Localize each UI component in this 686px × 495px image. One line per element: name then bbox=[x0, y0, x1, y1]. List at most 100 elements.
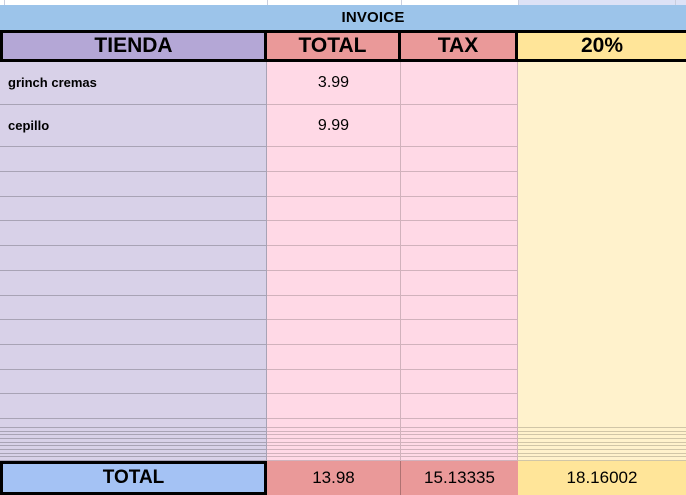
cell-tienda[interactable] bbox=[0, 344, 267, 370]
cell-20pct[interactable] bbox=[518, 104, 686, 148]
cell-20pct[interactable] bbox=[518, 394, 686, 419]
cell-tax[interactable] bbox=[401, 450, 518, 454]
cell-total[interactable]: 9.99 bbox=[267, 104, 401, 148]
column-header-tienda[interactable]: TIENDA bbox=[3, 33, 264, 59]
cell-tienda[interactable] bbox=[0, 246, 267, 271]
cell-total[interactable] bbox=[267, 246, 401, 271]
cell-20pct[interactable] bbox=[518, 431, 686, 436]
cell-20pct[interactable] bbox=[518, 369, 686, 395]
cell-20pct[interactable] bbox=[518, 246, 686, 271]
cell-tax[interactable] bbox=[401, 221, 518, 247]
cell-total[interactable] bbox=[267, 295, 401, 321]
cell-20pct[interactable] bbox=[518, 439, 686, 443]
cell-tax[interactable] bbox=[401, 104, 518, 148]
cell-tienda[interactable] bbox=[0, 450, 267, 454]
cell-tax[interactable] bbox=[401, 172, 518, 197]
cell-tienda[interactable] bbox=[0, 453, 267, 458]
cell-20pct[interactable] bbox=[518, 344, 686, 370]
cell-tax[interactable] bbox=[401, 453, 518, 458]
cell-total[interactable] bbox=[267, 221, 401, 247]
summary-label-cell[interactable]: TOTAL bbox=[0, 461, 267, 495]
cell-total[interactable] bbox=[267, 394, 401, 419]
column-header-total[interactable]: TOTAL bbox=[267, 33, 398, 59]
cell-tax[interactable] bbox=[401, 431, 518, 436]
cell-tienda[interactable] bbox=[0, 295, 267, 321]
cell-tax[interactable] bbox=[401, 369, 518, 395]
column-header-tax[interactable]: TAX bbox=[401, 33, 515, 59]
cell-total[interactable] bbox=[267, 431, 401, 436]
cell-20pct[interactable] bbox=[518, 320, 686, 345]
cell-total[interactable] bbox=[267, 147, 401, 173]
cell-total[interactable] bbox=[267, 457, 401, 462]
cell-20pct[interactable] bbox=[518, 62, 686, 105]
cell-total[interactable] bbox=[267, 419, 401, 428]
cell-tax[interactable] bbox=[401, 270, 518, 296]
cell-tax[interactable] bbox=[401, 394, 518, 419]
cell-tienda[interactable]: grinch cremas bbox=[0, 62, 267, 105]
cell-total[interactable] bbox=[267, 428, 401, 432]
cell-tax[interactable] bbox=[401, 344, 518, 370]
cell-20pct[interactable] bbox=[518, 295, 686, 321]
summary-tax-cell[interactable]: 15.13335 bbox=[401, 461, 518, 495]
cell-tienda[interactable] bbox=[0, 439, 267, 443]
cell-total[interactable] bbox=[267, 442, 401, 447]
cell-20pct[interactable] bbox=[518, 270, 686, 296]
cell-total[interactable] bbox=[267, 320, 401, 345]
cell-total[interactable] bbox=[267, 450, 401, 454]
cell-20pct[interactable] bbox=[518, 435, 686, 440]
cell-tienda[interactable] bbox=[0, 221, 267, 247]
cell-tienda[interactable] bbox=[0, 457, 267, 462]
cell-20pct[interactable] bbox=[518, 446, 686, 451]
cell-tax[interactable] bbox=[401, 246, 518, 271]
cell-20pct[interactable] bbox=[518, 147, 686, 173]
cell-tax[interactable] bbox=[401, 457, 518, 462]
cell-total[interactable] bbox=[267, 435, 401, 440]
cell-tienda[interactable] bbox=[0, 172, 267, 197]
cell-tax[interactable] bbox=[401, 442, 518, 447]
cell-20pct[interactable] bbox=[518, 172, 686, 197]
cell-20pct[interactable] bbox=[518, 419, 686, 428]
cell-tienda[interactable] bbox=[0, 431, 267, 436]
cell-total[interactable]: 3.99 bbox=[267, 62, 401, 105]
cell-total[interactable] bbox=[267, 439, 401, 443]
cell-tax[interactable] bbox=[401, 320, 518, 345]
invoice-banner-cell[interactable]: INVOICE bbox=[0, 5, 686, 30]
cell-tienda[interactable] bbox=[0, 446, 267, 451]
column-header-20pct[interactable]: 20% bbox=[518, 33, 686, 59]
cell-tax[interactable] bbox=[401, 439, 518, 443]
cell-20pct[interactable] bbox=[518, 453, 686, 458]
cell-20pct[interactable] bbox=[518, 457, 686, 462]
cell-tax[interactable] bbox=[401, 196, 518, 222]
cell-tienda[interactable]: cepillo bbox=[0, 104, 267, 148]
summary-20pct-cell[interactable]: 18.16002 bbox=[518, 461, 686, 495]
cell-total[interactable] bbox=[267, 453, 401, 458]
cell-20pct[interactable] bbox=[518, 221, 686, 247]
cell-total[interactable] bbox=[267, 270, 401, 296]
cell-tienda[interactable] bbox=[0, 394, 267, 419]
cell-tienda[interactable] bbox=[0, 419, 267, 428]
cell-tax[interactable] bbox=[401, 62, 518, 105]
cell-20pct[interactable] bbox=[518, 196, 686, 222]
cell-tienda[interactable] bbox=[0, 196, 267, 222]
cell-tax[interactable] bbox=[401, 446, 518, 451]
cell-tax[interactable] bbox=[401, 428, 518, 432]
cell-tax[interactable] bbox=[401, 419, 518, 428]
cell-tienda[interactable] bbox=[0, 442, 267, 447]
summary-total-cell[interactable]: 13.98 bbox=[267, 461, 401, 495]
cell-tienda[interactable] bbox=[0, 428, 267, 432]
cell-tienda[interactable] bbox=[0, 270, 267, 296]
cell-total[interactable] bbox=[267, 196, 401, 222]
cell-total[interactable] bbox=[267, 446, 401, 451]
cell-tienda[interactable] bbox=[0, 435, 267, 440]
cell-tienda[interactable] bbox=[0, 147, 267, 173]
cell-total[interactable] bbox=[267, 172, 401, 197]
cell-20pct[interactable] bbox=[518, 442, 686, 447]
cell-tienda[interactable] bbox=[0, 320, 267, 345]
cell-total[interactable] bbox=[267, 344, 401, 370]
cell-20pct[interactable] bbox=[518, 428, 686, 432]
cell-tienda[interactable] bbox=[0, 369, 267, 395]
cell-total[interactable] bbox=[267, 369, 401, 395]
cell-tax[interactable] bbox=[401, 435, 518, 440]
cell-20pct[interactable] bbox=[518, 450, 686, 454]
cell-tax[interactable] bbox=[401, 147, 518, 173]
